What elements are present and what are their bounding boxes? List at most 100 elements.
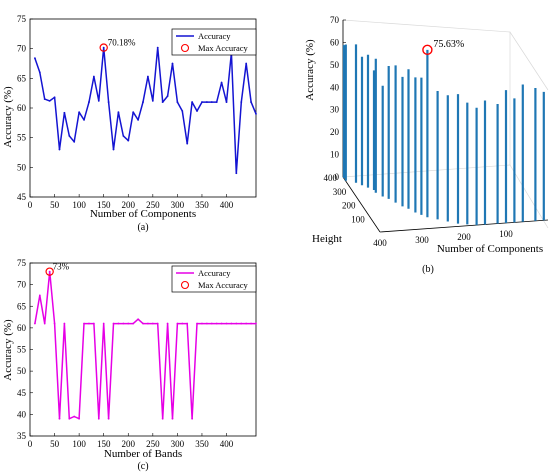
chart-c-ytick-label: 35 [17, 431, 27, 441]
chart-a-data-point [171, 62, 174, 65]
chart-c-ytick-label: 60 [17, 323, 27, 333]
chart-c-ytick-label: 55 [17, 345, 27, 355]
chart-a-data-point [191, 101, 194, 103]
chart-c-marks: 0 50 100 150 200 250 300 350 400 35 40 45 50 55 60 65 70… [17, 258, 257, 449]
chart-c-data-point [132, 322, 135, 325]
chart-a-data-point [48, 99, 51, 102]
chart-a-legend-entry-accuracy: Accuracy [198, 31, 231, 41]
chart-b-height-tick-label: 300 [333, 187, 347, 197]
chart-a-data-point [235, 172, 238, 175]
chart-c-data-point [166, 322, 169, 325]
chart-a-series-line [34, 46, 257, 175]
chart-c-data-point [210, 322, 213, 325]
chart-a-data-point [34, 57, 36, 60]
chart-c-data-point [240, 322, 243, 325]
chart-c-max-marker [45, 267, 54, 276]
chart-a-data-point [58, 148, 61, 151]
chart-c-data-point [107, 417, 110, 420]
chart-a-data-point [161, 101, 164, 103]
chart-c-data-point [250, 322, 252, 325]
chart-c-data-point [186, 322, 189, 325]
chart-b-stems: 75.63% [342, 39, 545, 226]
chart-a-data-point [156, 46, 159, 49]
chart-b-accuracy-tick-label: 60 [330, 37, 340, 47]
chart-a-ytick-label: 75 [17, 14, 27, 24]
chart-c-xtick-label: 150 [97, 439, 111, 449]
chart-b-accuracy-tick-label: 0 [335, 172, 340, 182]
chart-c-data-point [245, 322, 248, 325]
chart-b-component-tick-label: 200 [457, 232, 471, 242]
chart-c-data-point [117, 322, 120, 325]
chart-c-legend-max-icon [180, 280, 190, 290]
chart-c: 0 50 100 150 200 250 300 350 400 35 40 45 50 55 60 65 70… [2, 258, 257, 472]
chart-b-component-tick-label: 400 [373, 238, 387, 248]
chart-a-legend-max-icon [180, 43, 190, 53]
chart-a-ytick-label: 60 [17, 103, 27, 113]
chart-c-data-point [151, 322, 154, 325]
chart-a-data-point [53, 96, 56, 99]
chart-c-xtick-label: 300 [171, 439, 185, 449]
chart-a-ytick-label: 70 [17, 44, 27, 54]
chart-c-data-point [205, 322, 208, 325]
chart-c-series-line [34, 270, 256, 420]
chart-a-data-point [186, 142, 189, 145]
chart-a-ytick-label: 50 [17, 162, 27, 172]
chart-c-data-point [53, 322, 56, 325]
chart-a-caption: (a) [137, 222, 148, 233]
chart-c-data-point [43, 322, 46, 325]
chart-a-data-point [38, 71, 41, 74]
chart-c-data-point [122, 322, 125, 325]
chart-a-data-point [201, 101, 203, 103]
chart-a-xtick-label: 350 [195, 200, 209, 210]
chart-b-height-tick-label: 400 [324, 173, 338, 183]
chart-c-legend-box [171, 265, 257, 293]
chart-b-accuracy-tick-label: 30 [330, 105, 340, 115]
chart-a-data-point [63, 111, 66, 114]
chart-a-data-point [112, 148, 115, 151]
chart-c-data-point [68, 417, 71, 420]
chart-a-max-label: 70.18% [108, 38, 136, 48]
chart-a-data-point [142, 101, 144, 103]
chart-a-data-point [43, 98, 46, 100]
chart-c-data-point [127, 322, 130, 325]
chart-c-data-point [220, 322, 223, 325]
chart-a-data-point [245, 62, 248, 65]
chart-c-data-point [112, 322, 115, 325]
chart-b-max-label: 75.63% [433, 39, 464, 50]
chart-c-xtick-label: 250 [146, 439, 160, 449]
chart-b: 010203040506070100200300400100200300400 … [304, 15, 549, 275]
chart-c-xtick-label: 50 [50, 439, 60, 449]
chart-a-legend: Accuracy Max Accuracy [171, 28, 257, 56]
chart-c-data-point [181, 322, 184, 325]
chart-c-data-point [34, 322, 36, 325]
chart-c-xtick-label: 100 [72, 439, 86, 449]
chart-c-data-point [156, 322, 159, 325]
chart-a-data-point [215, 101, 218, 103]
chart-c-data-point [58, 417, 61, 420]
chart-b-component-tick-label: 100 [499, 229, 513, 239]
chart-a-data-point [196, 110, 198, 112]
chart-a-data-point [210, 101, 213, 103]
chart-a-data-point [92, 75, 95, 78]
chart-a-xtick-label: 0 [28, 200, 33, 210]
chart-c-data-point [201, 322, 203, 325]
chart-c-ytick-label: 70 [17, 280, 27, 290]
chart-a-ylabel: Accuracy (%) [2, 86, 14, 148]
chart-b-component-tick-label: 300 [415, 235, 429, 245]
chart-a-xtick-label: 300 [171, 200, 185, 210]
chart-c-caption: (c) [137, 461, 148, 472]
chart-a-data-point [117, 111, 120, 114]
chart-a-ytick-label: 65 [17, 73, 27, 83]
chart-c-data-point [102, 322, 105, 325]
chart-c-data-point [225, 322, 228, 325]
chart-a-data-point [68, 134, 71, 137]
chart-a-data-point [181, 110, 184, 112]
chart-a-data-point [205, 101, 208, 103]
chart-a-ytick-label: 55 [17, 133, 27, 143]
chart-a-max-marker [99, 43, 108, 52]
chart-a-data-point [240, 101, 243, 103]
chart-a-data-point [166, 95, 169, 98]
chart-a-data-point [225, 101, 228, 103]
chart-a-data-point [151, 99, 154, 102]
